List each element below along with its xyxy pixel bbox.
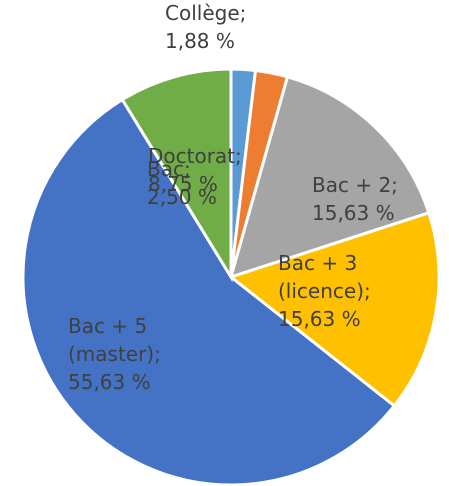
pie-slice (228, 74, 431, 280)
data-label: Doctorat; 8,75 % (148, 144, 248, 196)
label-value: 15,63 % (312, 201, 395, 225)
label-category: Bac + 2 (312, 173, 391, 197)
label-category: Bac + 3 (278, 251, 357, 275)
data-label: Bac + 2; 15,63 % (312, 173, 404, 225)
label-category: (master) (68, 342, 154, 366)
label-value: 55,63 % (68, 370, 151, 394)
pie-slice (120, 67, 233, 283)
label-separator: ; (184, 157, 197, 181)
label-category: Bac (147, 157, 184, 181)
label-category: Collège (165, 1, 240, 25)
label-value: 2,50 % (147, 185, 217, 209)
label-category: Doctorat (148, 144, 235, 168)
data-label: Bac + 5 (master); 55,63 % (68, 314, 167, 394)
label-separator: ; (240, 1, 253, 25)
label-value: 15,63 % (278, 307, 361, 331)
label-separator: ; (391, 173, 404, 197)
data-label: Bac + 3 (licence); 15,63 % (278, 251, 377, 331)
label-category: Bac + 5 (68, 314, 147, 338)
data-label: Collège; 1,88 % (165, 1, 253, 53)
pie-slice (21, 97, 397, 486)
label-separator: ; (154, 342, 167, 366)
label-separator: ; (235, 144, 248, 168)
label-category: (licence) (278, 279, 364, 303)
pie-slice (227, 210, 441, 408)
data-label: Bac; 2,50 % (147, 157, 217, 209)
label-value: 1,88 % (165, 29, 235, 53)
label-separator: ; (364, 279, 377, 303)
label-value: 8,75 % (148, 172, 218, 196)
